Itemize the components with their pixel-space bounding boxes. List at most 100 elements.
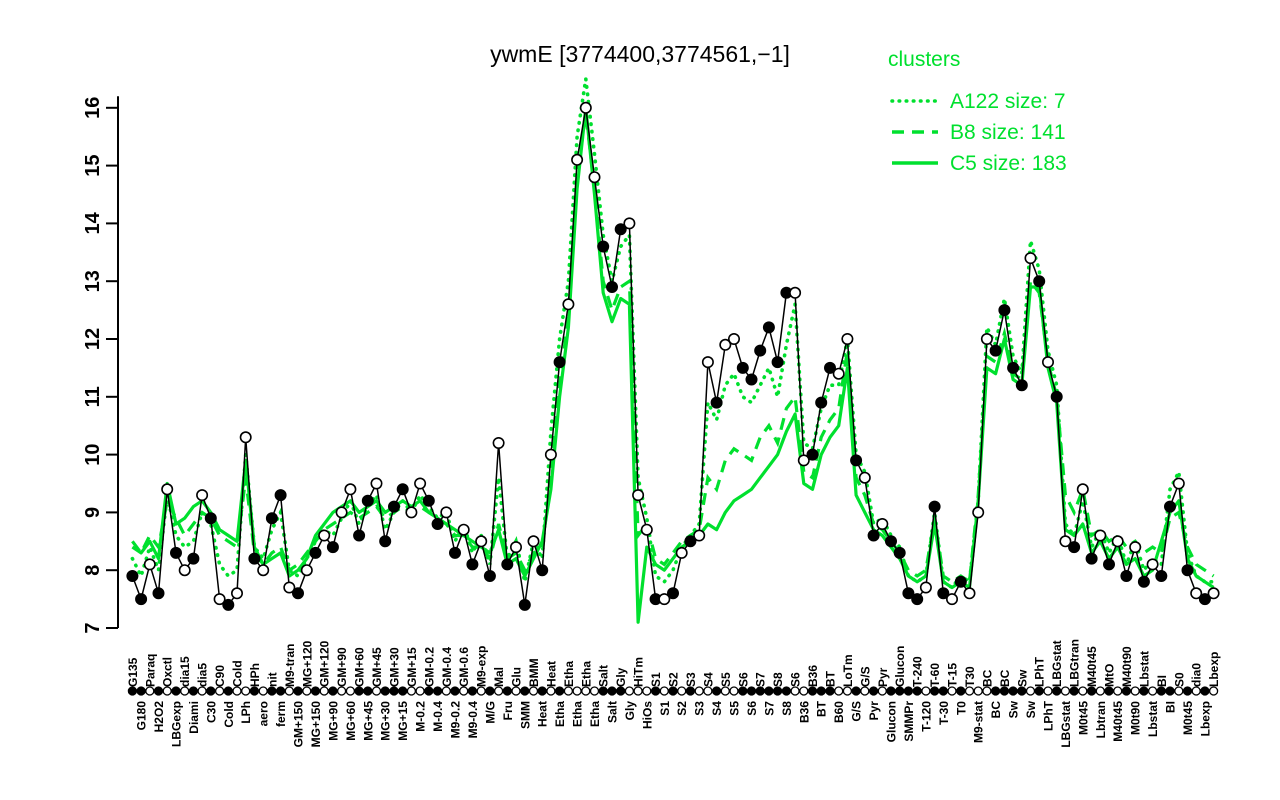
condition-dot: [799, 686, 809, 696]
data-point-marker: [823, 361, 836, 374]
x-axis-label: S0: [1172, 672, 1186, 687]
data-point-marker: [1137, 575, 1150, 588]
y-tick-label: 15: [82, 154, 104, 176]
x-axis-label: T0: [954, 701, 968, 715]
x-axis-label: S1: [649, 672, 663, 687]
data-point-marker: [143, 558, 156, 571]
x-axis-label: S5: [719, 672, 733, 687]
condition-dot: [781, 686, 792, 696]
condition-dot: [1165, 686, 1175, 696]
data-point-marker: [344, 483, 357, 496]
x-axis-label: LoTm: [841, 654, 855, 687]
x-axis-label: M-0.4: [431, 701, 445, 732]
condition-dot: [406, 686, 417, 696]
x-axis-label: ferm: [274, 701, 288, 727]
data-point-marker: [414, 477, 427, 490]
x-axis-label: Cold: [222, 701, 236, 728]
condition-dot: [450, 686, 460, 696]
x-axis-label: Etha: [588, 701, 602, 727]
condition-dot: [249, 686, 260, 696]
condition-dot: [241, 686, 251, 696]
data-point-marker: [911, 593, 924, 606]
x-axis-label: M40t90: [1120, 646, 1134, 687]
condition-dot: [415, 686, 425, 696]
condition-dot: [642, 686, 652, 696]
data-point-marker: [928, 500, 941, 513]
condition-dot: [877, 686, 887, 696]
data-point-marker: [989, 344, 1002, 357]
condition-dot: [1182, 686, 1193, 696]
data-point-marker: [326, 541, 339, 554]
data-point-marker: [1085, 552, 1098, 565]
y-tick-label: 11: [82, 386, 104, 407]
condition-dot: [1069, 686, 1079, 696]
x-axis-label: BMM: [527, 658, 541, 687]
condition-dot: [851, 686, 861, 696]
data-point-marker: [370, 477, 383, 490]
data-point-marker: [832, 367, 845, 380]
condition-dot: [633, 686, 643, 696]
data-point-marker: [178, 564, 191, 577]
data-point-marker: [1033, 275, 1046, 288]
condition-marker-strip: [127, 686, 1219, 696]
y-tick-label: 16: [82, 97, 104, 119]
condition-dot: [354, 686, 364, 696]
x-axis-label: GM+90: [335, 647, 349, 687]
condition-dot: [1095, 686, 1105, 696]
data-point-marker: [387, 500, 400, 513]
x-axis-label: LPh: [239, 701, 253, 724]
x-axis-label: Gly: [614, 667, 628, 687]
data-point-marker: [300, 564, 313, 577]
x-axis-label: MG+90: [326, 701, 340, 741]
data-point-marker: [893, 546, 906, 559]
x-axis-label: Cold: [231, 660, 245, 687]
condition-dot: [895, 686, 905, 696]
condition-dot: [650, 686, 661, 696]
condition-dot: [284, 686, 294, 696]
x-axis-label: Glucon: [885, 701, 899, 742]
condition-dot: [1086, 686, 1097, 696]
x-axis-label: Lbexp: [1207, 652, 1221, 687]
data-point-marker: [283, 581, 296, 594]
x-axis-label: M0t45: [1076, 701, 1090, 735]
data-point-marker: [265, 512, 278, 525]
condition-dot: [310, 686, 321, 696]
condition-dot: [703, 686, 713, 696]
b8-cluster-line: [131, 113, 1215, 585]
x-axis-label: LBGstat: [1050, 640, 1064, 687]
data-point-marker: [204, 512, 217, 525]
data-point-marker: [902, 587, 915, 600]
data-point-marker: [762, 321, 775, 334]
condition-dot: [677, 686, 687, 696]
condition-dot: [485, 686, 495, 696]
data-point-marker: [588, 171, 601, 184]
condition-dot: [345, 686, 356, 696]
condition-dot: [1121, 686, 1132, 696]
condition-dot: [520, 686, 530, 696]
condition-dot: [990, 686, 1001, 696]
y-tick-label: 14: [82, 211, 104, 234]
data-point-marker: [876, 517, 889, 530]
data-point-marker: [544, 448, 557, 461]
x-axis-label: Fru: [501, 701, 515, 720]
data-point-marker: [361, 494, 374, 507]
condition-dot: [834, 686, 844, 696]
condition-dot: [1017, 686, 1027, 696]
condition-dot: [607, 686, 617, 696]
x-axis-label: S3: [684, 672, 698, 687]
data-point-marker: [1050, 390, 1063, 403]
data-point-marker: [972, 506, 985, 519]
condition-dot: [537, 686, 547, 696]
x-axis-label: H2O2: [152, 701, 166, 733]
condition-dot: [598, 686, 608, 696]
x-axis-label: M9-0.2: [449, 701, 463, 739]
x-axis-label: G/S: [858, 666, 872, 687]
condition-dot: [232, 686, 242, 696]
legend-label-a122: A122 size: 7: [950, 90, 1066, 113]
condition-dot: [982, 686, 992, 696]
x-axis-label: nit: [265, 672, 279, 687]
data-point-marker: [858, 471, 871, 484]
data-point-marker: [126, 569, 139, 582]
x-axis-label: T-240: [911, 656, 925, 687]
